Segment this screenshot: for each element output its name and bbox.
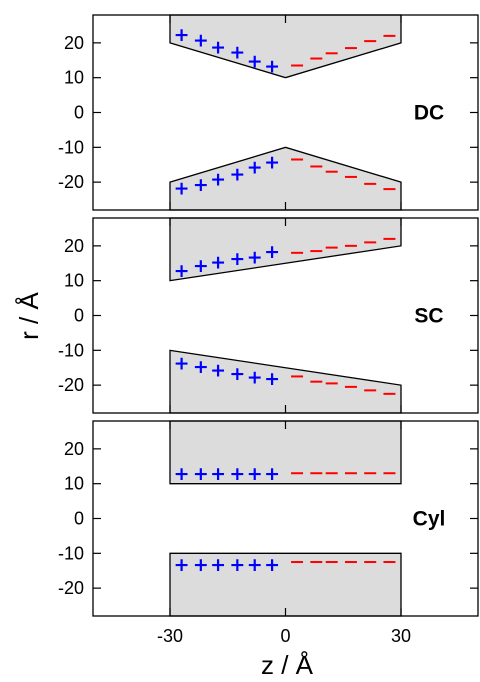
y-tick-label: 10 [64,474,84,494]
positive-charge-marker: + [210,169,226,191]
positive-charge-marker: + [174,554,190,576]
positive-charge-marker: + [264,463,280,485]
y-tick-label: -10 [58,543,84,563]
y-tick-label: 10 [64,68,84,88]
positive-charge-marker: + [264,241,280,263]
y-tick-label: 10 [64,271,84,291]
panel-label: SC [414,305,443,328]
positive-charge-marker: + [210,463,226,485]
x-tick-label: -30 [157,626,183,646]
y-tick-label: -10 [58,137,84,157]
positive-charge-marker: + [229,363,245,385]
positive-charge-marker: + [174,260,190,282]
y-tick-label: -20 [58,172,84,192]
y-tick-label: 0 [74,103,84,123]
positive-charge-marker: + [264,55,280,77]
positive-charge-marker: + [264,368,280,390]
positive-charge-marker: + [193,356,209,378]
x-tick-label: 0 [280,626,290,646]
positive-charge-marker: + [193,255,209,277]
positive-charge-marker: + [174,463,190,485]
positive-charge-marker: + [247,50,263,72]
positive-charge-marker: + [229,163,245,185]
y-tick-label: -10 [58,340,84,360]
y-tick-label: 0 [74,509,84,529]
positive-charge-marker: + [229,554,245,576]
positive-charge-marker: + [264,151,280,173]
positive-charge-marker: + [193,29,209,51]
positive-charge-marker: + [247,156,263,178]
y-tick-label: -20 [58,375,84,395]
positive-charge-marker: + [210,359,226,381]
x-tick-label: 30 [391,626,411,646]
y-tick-label: 20 [64,439,84,459]
positive-charge-marker: + [247,366,263,388]
y-tick-label: 0 [74,306,84,326]
positive-charge-marker: + [229,248,245,270]
positive-charge-marker: + [174,24,190,46]
positive-charge-marker: + [193,463,209,485]
positive-charge-marker: + [193,554,209,576]
positive-charge-marker: + [193,174,209,196]
positive-charge-marker: + [174,177,190,199]
positive-charge-marker: + [247,246,263,268]
positive-charge-marker: + [210,252,226,274]
y-axis-title: r / Å [14,292,44,340]
positive-charge-marker: + [264,554,280,576]
positive-charge-marker: + [210,554,226,576]
positive-charge-marker: + [247,554,263,576]
x-axis-title: z / Å [261,650,314,680]
y-tick-label: 20 [64,33,84,53]
positive-charge-marker: + [247,463,263,485]
positive-charge-marker: + [229,463,245,485]
positive-charge-marker: + [229,42,245,64]
y-tick-label: 20 [64,236,84,256]
positive-charge-marker: + [210,36,226,58]
panel-label: DC [414,102,444,125]
panel-label: Cyl [413,508,446,531]
y-tick-label: -20 [58,578,84,598]
positive-charge-marker: + [174,353,190,375]
